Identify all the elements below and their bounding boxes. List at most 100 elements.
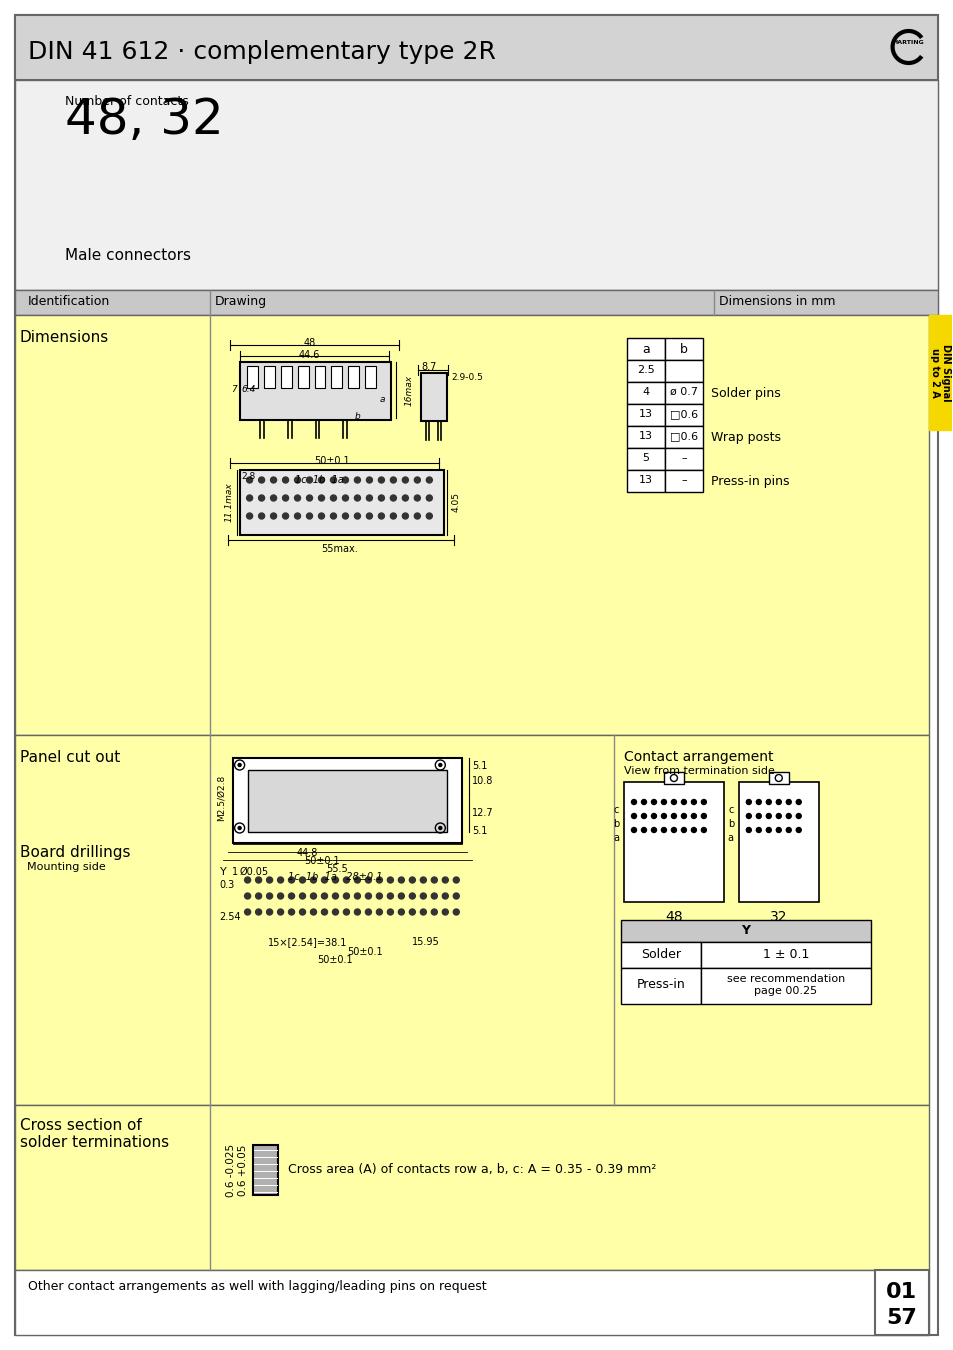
Circle shape	[271, 477, 276, 483]
Circle shape	[247, 477, 253, 483]
Circle shape	[271, 495, 276, 501]
Circle shape	[330, 477, 336, 483]
Circle shape	[282, 513, 288, 518]
Circle shape	[453, 909, 458, 915]
Circle shape	[247, 495, 253, 501]
Circle shape	[387, 892, 393, 899]
Circle shape	[366, 477, 372, 483]
Text: 0.3: 0.3	[219, 880, 234, 890]
Circle shape	[321, 878, 327, 883]
Circle shape	[299, 878, 305, 883]
Circle shape	[266, 909, 273, 915]
Circle shape	[453, 892, 458, 899]
Text: 8.7: 8.7	[421, 362, 436, 373]
Text: 44.6: 44.6	[298, 350, 320, 360]
Bar	[348, 366, 359, 387]
Circle shape	[330, 495, 336, 501]
Text: see recommendation
page 00.25: see recommendation page 00.25	[726, 973, 844, 995]
Bar	[15, 315, 927, 734]
Text: 13: 13	[639, 409, 652, 418]
Circle shape	[651, 799, 656, 805]
Circle shape	[244, 909, 251, 915]
Circle shape	[745, 799, 751, 805]
Circle shape	[402, 477, 408, 483]
Circle shape	[288, 892, 294, 899]
Circle shape	[442, 878, 448, 883]
Circle shape	[378, 477, 384, 483]
Circle shape	[342, 477, 348, 483]
Bar	[738, 782, 818, 902]
Circle shape	[294, 495, 300, 501]
Circle shape	[318, 495, 324, 501]
Circle shape	[294, 477, 300, 483]
Bar	[663, 772, 683, 784]
Circle shape	[785, 799, 790, 805]
Circle shape	[244, 878, 251, 883]
Text: Y: Y	[740, 923, 750, 937]
Circle shape	[306, 495, 313, 501]
Bar	[664, 382, 702, 404]
Text: 0.6 -0.025: 0.6 -0.025	[226, 1143, 235, 1196]
Text: b: b	[727, 819, 733, 829]
Circle shape	[691, 814, 696, 818]
Bar	[768, 772, 788, 784]
Text: a: a	[727, 833, 733, 842]
Text: Wrap posts: Wrap posts	[710, 431, 781, 444]
Circle shape	[355, 878, 360, 883]
Circle shape	[390, 513, 395, 518]
Circle shape	[680, 799, 686, 805]
Text: 1c  1b  1a: 1c 1b 1a	[294, 475, 343, 485]
Circle shape	[438, 826, 441, 829]
Circle shape	[631, 814, 636, 818]
Circle shape	[333, 878, 338, 883]
Circle shape	[238, 764, 241, 767]
Circle shape	[321, 909, 327, 915]
Circle shape	[277, 892, 283, 899]
Circle shape	[310, 878, 316, 883]
Circle shape	[660, 814, 666, 818]
Bar	[664, 448, 702, 470]
Text: Ø0.05: Ø0.05	[239, 867, 269, 878]
Circle shape	[756, 814, 760, 818]
Bar	[620, 968, 700, 1004]
Bar	[263, 366, 274, 387]
Circle shape	[258, 495, 264, 501]
Circle shape	[651, 814, 656, 818]
Bar	[626, 382, 664, 404]
Circle shape	[238, 826, 241, 829]
Circle shape	[342, 495, 348, 501]
Circle shape	[258, 513, 264, 518]
Text: 01: 01	[885, 1282, 916, 1301]
Circle shape	[431, 909, 436, 915]
Circle shape	[426, 513, 432, 518]
Circle shape	[691, 799, 696, 805]
Circle shape	[631, 799, 636, 805]
Circle shape	[282, 477, 288, 483]
Text: DIN Signal
up to 2 A: DIN Signal up to 2 A	[929, 344, 950, 401]
Bar	[297, 366, 308, 387]
Circle shape	[299, 892, 305, 899]
Text: –: –	[680, 454, 686, 463]
Text: 15.95: 15.95	[412, 937, 439, 946]
Text: 0.6 +0.05: 0.6 +0.05	[237, 1145, 248, 1196]
Bar	[927, 315, 951, 431]
Text: Identification: Identification	[28, 296, 111, 308]
Bar	[620, 919, 870, 942]
Circle shape	[288, 878, 294, 883]
Circle shape	[398, 878, 404, 883]
Circle shape	[640, 828, 646, 833]
Circle shape	[414, 495, 420, 501]
Circle shape	[330, 513, 336, 518]
Circle shape	[426, 495, 432, 501]
Circle shape	[343, 909, 349, 915]
Text: Press-in pins: Press-in pins	[710, 475, 788, 487]
Circle shape	[318, 513, 324, 518]
Circle shape	[420, 892, 426, 899]
Circle shape	[660, 799, 666, 805]
Circle shape	[255, 909, 261, 915]
Text: 50±0.1: 50±0.1	[347, 946, 383, 957]
Bar	[15, 15, 937, 80]
Circle shape	[378, 495, 384, 501]
Text: 48: 48	[303, 338, 315, 348]
Bar	[664, 338, 702, 360]
